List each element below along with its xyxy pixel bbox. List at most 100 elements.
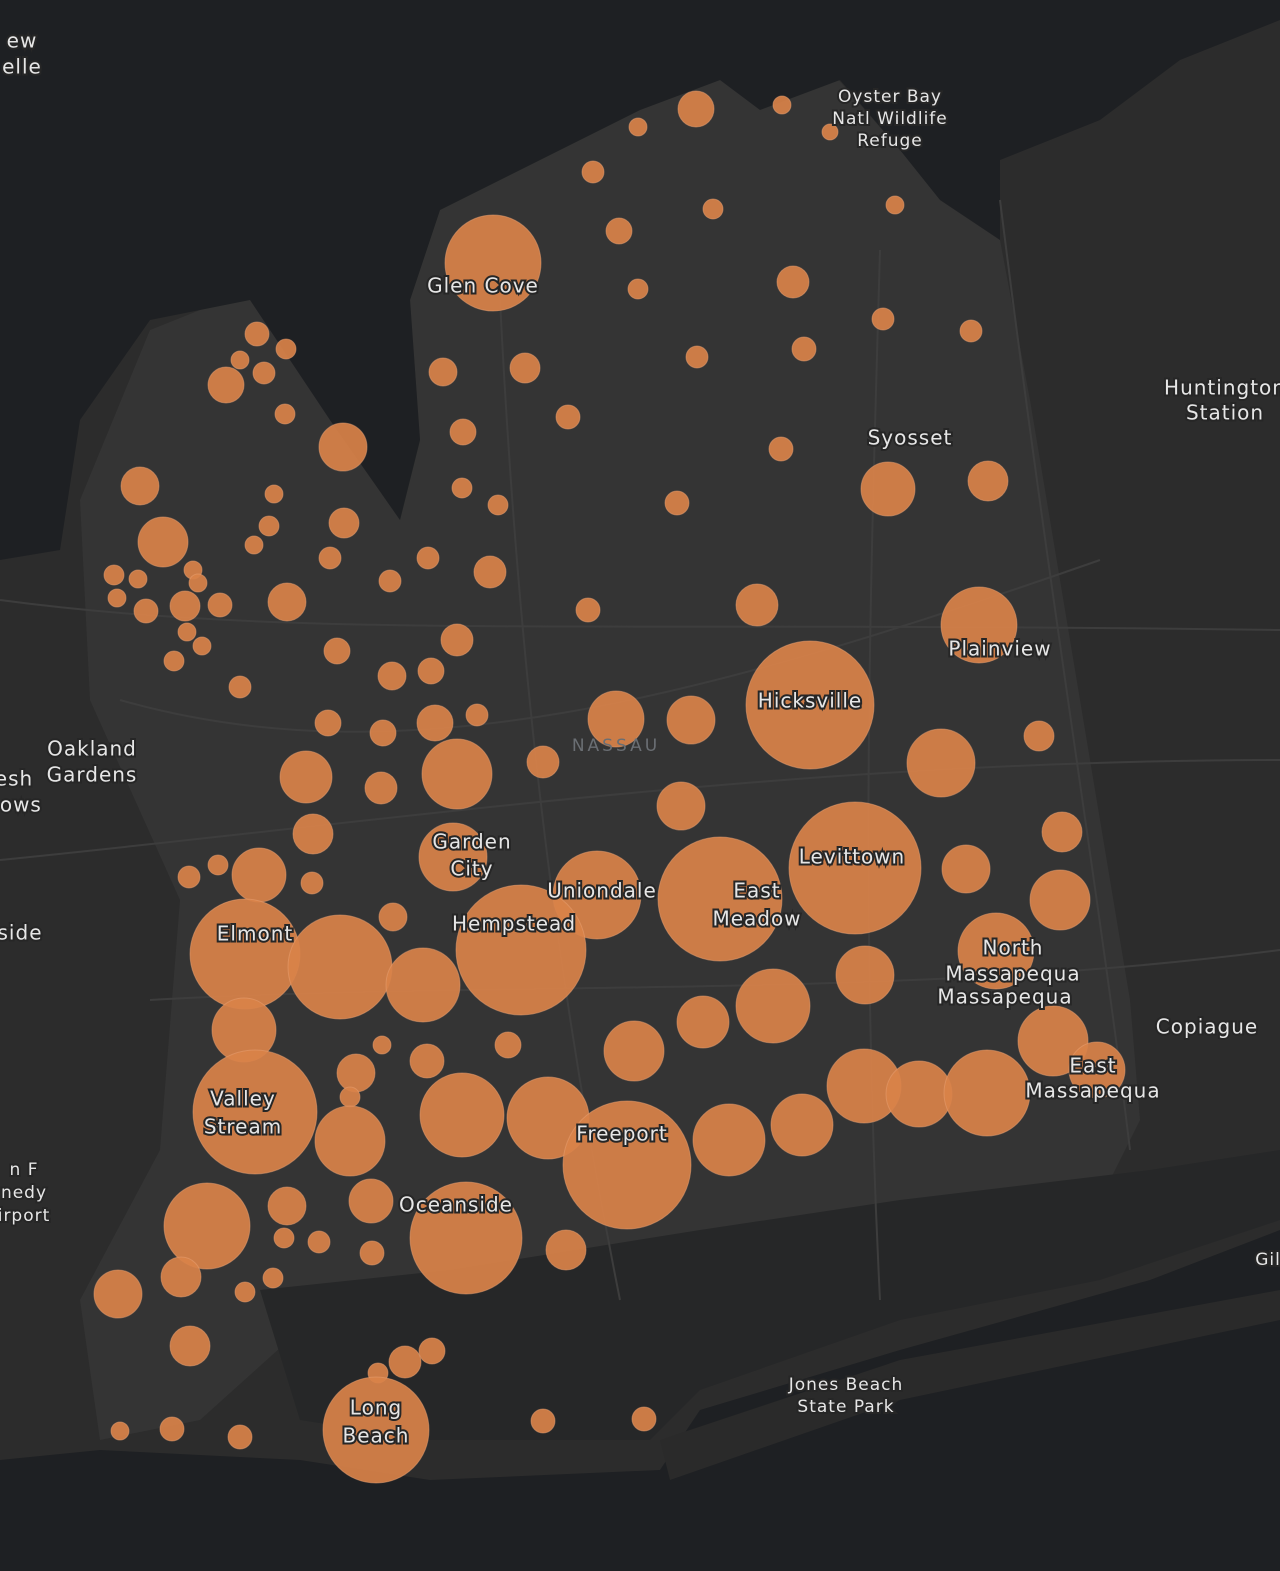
bubble [207,366,245,404]
place-label: Refuge [857,131,923,151]
bubble [449,418,477,446]
bubble [967,460,1009,502]
bubble [177,865,201,889]
place-label: East [733,879,780,903]
marsh [260,1150,1280,1440]
bubble [189,898,301,1010]
bubble [93,1269,143,1319]
bubble [768,436,794,462]
bubble [416,704,454,742]
bubble [163,650,185,672]
bubble [1029,869,1091,931]
bubble [957,912,1035,990]
bubble [307,1230,331,1254]
bubble [575,597,601,623]
bubble [169,590,201,622]
place-label: nedy [1,1183,47,1203]
place-label: elle [2,55,42,79]
bubble [328,507,360,539]
bubble [745,640,875,770]
place-label: Uniondale [547,879,657,903]
place-label: Plainview [948,637,1051,661]
place-label: Huntington [1164,376,1280,400]
bubble [455,884,587,1016]
place-label: North [983,936,1044,960]
bubble [735,968,811,1044]
bubble [417,657,445,685]
place-label: Jones Beach [788,1375,904,1395]
bubble [372,1035,392,1055]
bubble [267,1186,307,1226]
place-label: Hempstead [452,912,576,936]
bubble [421,738,493,810]
place-label: East [1069,1054,1116,1078]
bubble [677,90,715,128]
bubble [322,1376,430,1484]
bubble [770,1093,834,1157]
bubble [959,319,983,343]
bubble [377,661,407,691]
bubble [169,1325,211,1367]
bubble [494,1031,522,1059]
bubble [378,569,402,593]
bubble [339,1086,361,1108]
bubble [526,745,560,779]
ocean-water [0,1230,1280,1571]
bubble [323,637,351,665]
bubble [207,592,233,618]
bubble [440,623,474,657]
bubble [545,1229,587,1271]
bubble [336,1053,376,1093]
bubble [835,945,895,1005]
place-label: Hicksville [758,689,862,713]
barrier-island [660,1290,1280,1480]
bubble [628,117,648,137]
bubble [885,1060,953,1128]
place-label: n F [10,1160,39,1180]
place-label: Beach [343,1424,410,1448]
bubble [530,1408,556,1434]
bubble [776,265,810,299]
bubble [103,564,125,586]
place-label: Copiague [1156,1015,1258,1039]
bubble [110,1421,130,1441]
bubble [120,466,160,506]
bubble [418,822,488,892]
bubble [941,844,991,894]
place-label: Oakland [47,737,137,761]
bubble [364,771,398,805]
bubble [451,477,473,499]
bubble [228,675,252,699]
bubble [273,1227,295,1249]
bubble [1023,720,1055,752]
bubble [279,750,333,804]
bubble [378,902,408,932]
bubble [906,728,976,798]
bubble [871,307,895,331]
bubble [943,1049,1031,1137]
bubble [314,709,342,737]
place-label: ew [7,29,38,53]
place-label: Long [350,1396,402,1420]
place-label: Meadow [712,907,801,931]
bubble [244,535,264,555]
bubbles [93,90,1126,1484]
bubble [692,1103,766,1177]
place-label: Natl Wildlife [832,109,948,129]
bubble [562,1100,692,1230]
bubble [428,357,458,387]
bubble [416,546,440,570]
bubble [409,1043,445,1079]
place-label: side [0,921,42,945]
bubble [318,422,368,472]
bubble [473,555,507,589]
bubble [444,214,542,312]
bubble [231,847,287,903]
place-label: Levittown [799,845,905,869]
bubble [940,586,1018,664]
sound-water [0,0,1280,560]
place-label: irport [0,1206,50,1226]
bubble [821,123,839,141]
